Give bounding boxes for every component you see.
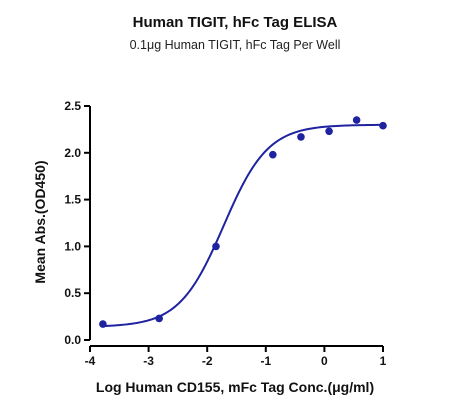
data-point bbox=[379, 121, 387, 130]
x-tick-label: -4 bbox=[85, 354, 96, 368]
data-point bbox=[297, 133, 305, 141]
y-tick-label: 0.0 bbox=[64, 333, 81, 347]
x-tick-label: -2 bbox=[202, 354, 213, 368]
data-point bbox=[325, 127, 333, 136]
y-tick-label: 1.0 bbox=[64, 239, 81, 253]
y-tick-label: 1.5 bbox=[64, 193, 81, 207]
x-axis-label: Log Human CD155, mFc Tag Conc.(μg/ml) bbox=[96, 379, 374, 395]
data-point bbox=[99, 320, 107, 328]
y-tick-label: 2.0 bbox=[64, 146, 81, 160]
data-point bbox=[269, 150, 277, 159]
y-axis-ticks: 0.0 0.5 1.0 1.5 2.0 2.5 bbox=[64, 99, 90, 347]
data-point bbox=[212, 242, 220, 251]
y-axis-label: Mean Abs.(OD450) bbox=[32, 160, 48, 283]
x-tick-label: 1 bbox=[380, 354, 387, 368]
data-point bbox=[352, 116, 361, 124]
x-tick-label: 0 bbox=[321, 354, 328, 368]
chart-title: Human TIGIT, hFc Tag ELISA bbox=[133, 14, 338, 31]
data-point bbox=[155, 314, 163, 323]
x-tick-label: -1 bbox=[260, 354, 271, 368]
x-axis-ticks: -4 -3 -2 -1 0 1 bbox=[85, 346, 387, 368]
fit-curve bbox=[102, 123, 384, 328]
axes bbox=[89, 106, 383, 347]
data-points bbox=[99, 116, 387, 328]
x-tick-label: -3 bbox=[143, 354, 154, 368]
chart-subtitle: 0.1μg Human TIGIT, hFc Tag Per Well bbox=[130, 38, 341, 52]
y-tick-label: 2.5 bbox=[64, 99, 81, 113]
fit-curve-group bbox=[102, 123, 384, 328]
y-tick-label: 0.5 bbox=[64, 286, 81, 300]
